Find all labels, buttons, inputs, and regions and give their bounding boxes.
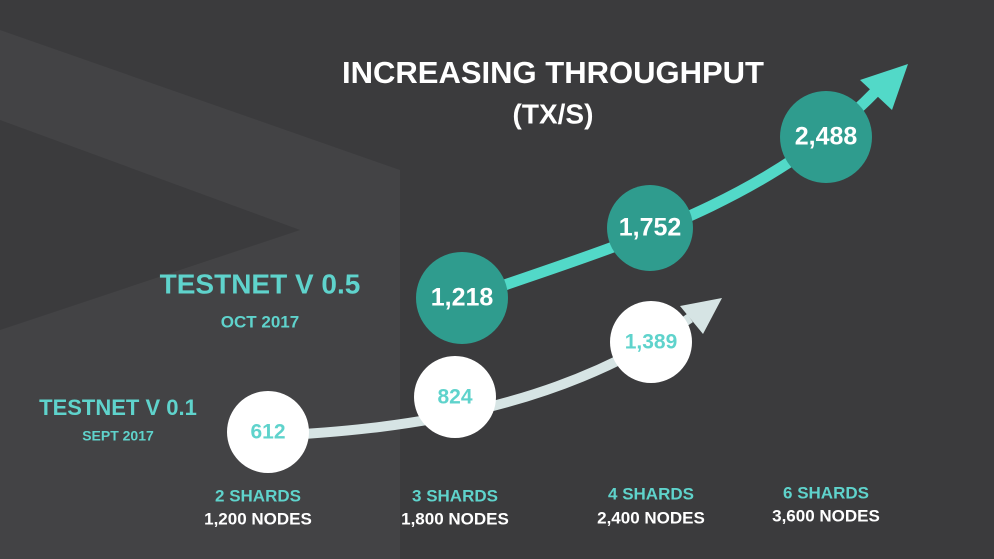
shard-count: 3 SHARDS bbox=[412, 486, 498, 505]
title: INCREASING THROUGHPUT bbox=[342, 55, 764, 90]
throughput-circle bbox=[607, 185, 693, 271]
throughput-circle bbox=[416, 252, 508, 344]
shard-count: 2 SHARDS bbox=[215, 486, 301, 505]
shard-count: 4 SHARDS bbox=[608, 484, 694, 503]
throughput-value: 824 bbox=[437, 386, 472, 409]
subtitle: (TX/S) bbox=[513, 98, 594, 129]
throughput-value: 1,218 bbox=[431, 284, 494, 312]
node-count: 1,200 NODES bbox=[204, 509, 312, 528]
throughput-value: 2,488 bbox=[795, 123, 858, 151]
throughput-value: 1,389 bbox=[625, 331, 678, 354]
node-count: 3,600 NODES bbox=[772, 506, 880, 525]
release-name: TESTNET V 0.5 bbox=[160, 268, 361, 299]
throughput-circle bbox=[780, 91, 872, 183]
node-count: 2,400 NODES bbox=[597, 508, 705, 527]
arrowhead bbox=[680, 298, 722, 334]
background-shape bbox=[0, 120, 300, 330]
shard-count: 6 SHARDS bbox=[783, 483, 869, 502]
throughput-circle bbox=[227, 391, 309, 473]
throughput-value: 1,752 bbox=[619, 214, 682, 242]
throughput-circle bbox=[414, 356, 496, 438]
release-date: SEPT 2017 bbox=[82, 428, 154, 444]
node-count: 1,800 NODES bbox=[401, 509, 509, 528]
release-date: OCT 2017 bbox=[221, 312, 299, 331]
arrowhead bbox=[860, 64, 908, 110]
release-name: TESTNET V 0.1 bbox=[39, 395, 197, 420]
throughput-circle bbox=[610, 301, 692, 383]
throughput-value: 612 bbox=[250, 421, 285, 444]
